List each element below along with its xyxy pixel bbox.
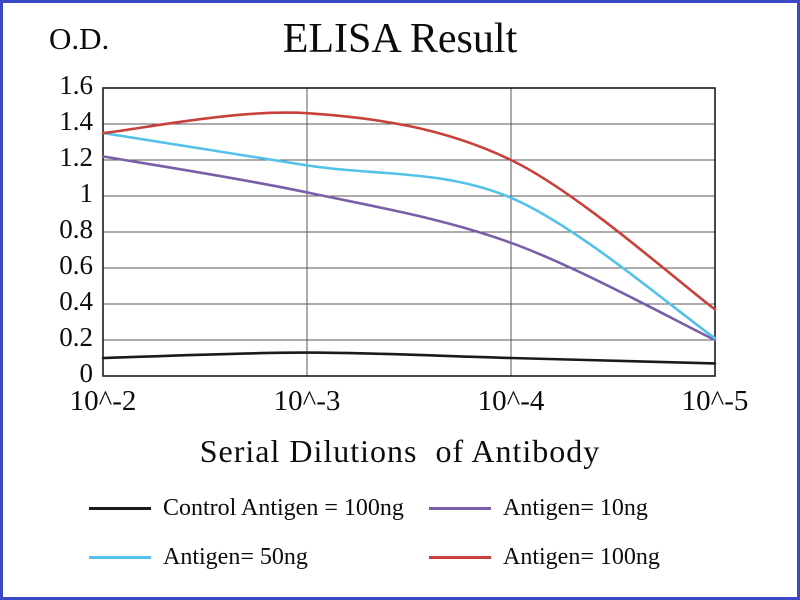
y-tick-label: 0 <box>80 358 94 388</box>
legend-item: Control Antigen = 100ng <box>89 495 429 522</box>
legend-label: Control Antigen = 100ng <box>163 495 404 521</box>
chart-title: ELISA Result <box>282 16 518 62</box>
x-tick-label: 10^-5 <box>682 385 749 417</box>
legend-line-swatch <box>429 556 491 559</box>
y-tick-label: 0.8 <box>59 214 93 244</box>
x-tick-label: 10^-3 <box>274 385 341 417</box>
series-line <box>101 111 717 311</box>
y-axis-label: O.D. <box>49 21 110 56</box>
legend-line-swatch <box>89 556 151 559</box>
legend-item: Antigen= 100ng <box>429 544 749 571</box>
x-tick-label: 10^-4 <box>478 385 545 417</box>
y-tick-label: 0.4 <box>59 286 93 316</box>
legend-line-swatch <box>89 507 151 510</box>
y-tick-label: 1.6 <box>59 70 93 100</box>
legend-item: Antigen= 50ng <box>89 544 429 571</box>
x-tick-label: 10^-2 <box>70 385 137 417</box>
legend-item: Antigen= 10ng <box>429 495 749 522</box>
x-axis-label: Serial Dilutions of Antibody <box>199 433 601 469</box>
y-tick-label: 1 <box>80 178 94 208</box>
series-line <box>101 155 717 342</box>
series-line <box>101 131 717 340</box>
y-tick-label: 0.6 <box>59 250 93 280</box>
legend-label: Antigen= 100ng <box>503 544 660 570</box>
legend-label: Antigen= 10ng <box>503 495 648 521</box>
legend-label: Antigen= 50ng <box>163 544 308 570</box>
plot-border <box>102 87 716 377</box>
plot-area: 0 0.2 0.4 0.6 0.8 1 1.2 1.4 1.6 10^-2 10^-3 10^-4 10… <box>59 70 749 417</box>
series-line <box>101 351 717 365</box>
y-tick-label: 1.4 <box>59 106 93 136</box>
y-tick-label: 0.2 <box>59 322 93 352</box>
y-tick-label: 1.2 <box>59 142 93 172</box>
legend: Control Antigen = 100ng Antigen= 10ng Anti… <box>89 495 749 571</box>
legend-line-swatch <box>429 507 491 510</box>
